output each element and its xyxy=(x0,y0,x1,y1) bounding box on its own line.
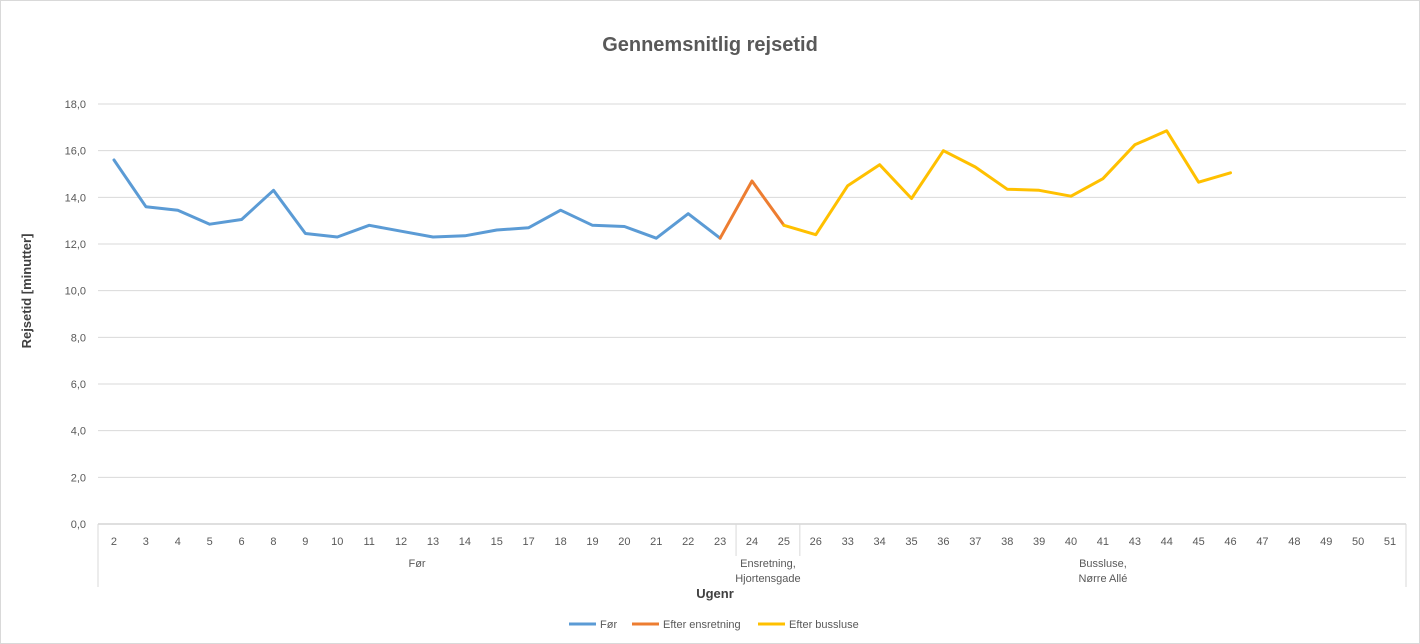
group-label: Før xyxy=(408,558,425,570)
x-tick-label: 33 xyxy=(842,536,854,548)
x-tick-labels: 2 3 4 5 6 8 9 10 11 12 13 14 15 17 18 19 20 21 22 23 24 25 26 3… xyxy=(111,536,1396,548)
legend: Før Efter ensretning Efter bussluse xyxy=(569,619,859,631)
x-tick-label: 20 xyxy=(618,536,630,548)
legend-label: Efter ensretning xyxy=(663,619,741,631)
y-tick-labels: 0,0 2,0 4,0 6,0 8,0 10,0 12,0 14,0 16,0 18,0 xyxy=(65,99,86,531)
x-tick-label: 4 xyxy=(175,536,181,548)
x-tick-label: 3 xyxy=(143,536,149,548)
y-tick-label: 0,0 xyxy=(71,519,86,531)
x-tick-label: 5 xyxy=(207,536,213,548)
x-tick-label: 49 xyxy=(1320,536,1332,548)
category-groups: Før Ensretning, Hjortensgade Bussluse, Nørre… xyxy=(97,524,1407,587)
x-tick-label: 22 xyxy=(682,536,694,548)
series-line xyxy=(112,158,722,240)
x-tick-label: 50 xyxy=(1352,536,1364,548)
series-lines xyxy=(112,129,1232,240)
y-tick-label: 6,0 xyxy=(71,379,86,391)
group-label: Ensretning, xyxy=(740,558,796,570)
x-tick-label: 18 xyxy=(554,536,566,548)
y-tick-label: 14,0 xyxy=(65,192,86,204)
x-tick-label: 44 xyxy=(1161,536,1173,548)
x-tick-label: 34 xyxy=(873,536,885,548)
legend-label: Efter bussluse xyxy=(789,619,859,631)
x-tick-label: 48 xyxy=(1288,536,1300,548)
y-tick-label: 2,0 xyxy=(71,472,86,484)
x-tick-label: 36 xyxy=(937,536,949,548)
x-tick-label: 46 xyxy=(1224,536,1236,548)
series-line xyxy=(782,129,1232,237)
x-tick-label: 13 xyxy=(427,536,439,548)
x-tick-label: 35 xyxy=(905,536,917,548)
x-axis-title: Ugenr xyxy=(696,586,734,601)
x-tick-label: 9 xyxy=(302,536,308,548)
y-axis-title: Rejsetid [minutter] xyxy=(19,234,34,349)
x-tick-label: 21 xyxy=(650,536,662,548)
x-tick-label: 12 xyxy=(395,536,407,548)
x-tick-label: 14 xyxy=(459,536,471,548)
chart-title: Gennemsnitlig rejsetid xyxy=(602,34,818,56)
x-tick-label: 38 xyxy=(1001,536,1013,548)
group-label: Nørre Allé xyxy=(1078,573,1127,585)
x-tick-label: 26 xyxy=(810,536,822,548)
x-tick-label: 41 xyxy=(1097,536,1109,548)
x-tick-label: 47 xyxy=(1256,536,1268,548)
x-tick-label: 24 xyxy=(746,536,758,548)
grid-layer xyxy=(98,103,1406,525)
y-tick-label: 10,0 xyxy=(65,286,86,298)
group-label: Hjortensgade xyxy=(735,573,800,585)
y-tick-label: 12,0 xyxy=(65,239,86,251)
x-tick-label: 51 xyxy=(1384,536,1396,548)
x-tick-label: 8 xyxy=(270,536,276,548)
y-tick-label: 4,0 xyxy=(71,426,86,438)
x-tick-label: 15 xyxy=(491,536,503,548)
series-line xyxy=(718,179,786,240)
x-tick-label: 45 xyxy=(1193,536,1205,548)
x-tick-label: 39 xyxy=(1033,536,1045,548)
x-tick-label: 10 xyxy=(331,536,343,548)
x-tick-label: 25 xyxy=(778,536,790,548)
legend-label: Før xyxy=(600,619,617,631)
x-tick-label: 19 xyxy=(586,536,598,548)
group-label: Bussluse, xyxy=(1079,558,1127,570)
x-tick-label: 23 xyxy=(714,536,726,548)
x-tick-label: 2 xyxy=(111,536,117,548)
y-tick-label: 16,0 xyxy=(65,146,86,158)
x-tick-label: 40 xyxy=(1065,536,1077,548)
x-tick-label: 11 xyxy=(363,536,374,548)
y-tick-label: 18,0 xyxy=(65,99,86,111)
x-tick-label: 17 xyxy=(523,536,535,548)
x-tick-label: 43 xyxy=(1129,536,1141,548)
y-tick-label: 8,0 xyxy=(71,332,86,344)
x-tick-label: 6 xyxy=(238,536,244,548)
x-tick-label: 37 xyxy=(969,536,981,548)
